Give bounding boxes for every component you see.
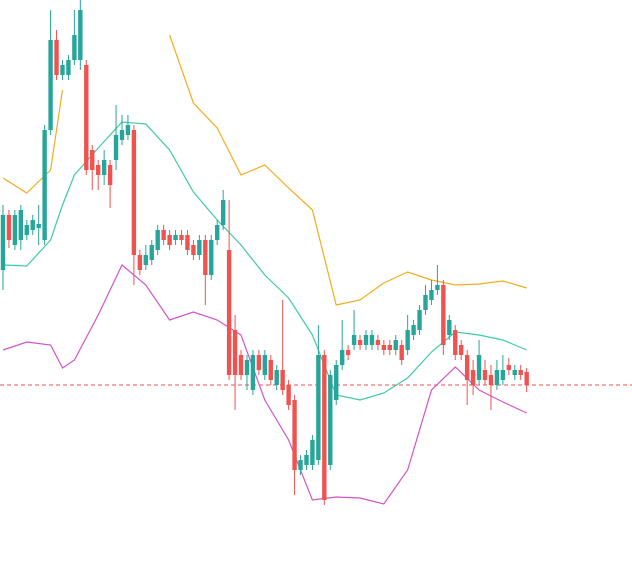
candle-body bbox=[84, 65, 89, 170]
candle-body bbox=[387, 345, 392, 350]
candle-body bbox=[48, 40, 53, 130]
candle-body bbox=[494, 370, 500, 385]
candle-body bbox=[238, 355, 244, 375]
candle-body bbox=[119, 130, 125, 140]
candle-body bbox=[262, 355, 268, 375]
band-line bbox=[2, 89, 64, 194]
candle-body bbox=[512, 370, 517, 375]
candle-body bbox=[310, 440, 315, 465]
candle-body bbox=[24, 225, 29, 235]
candle-body bbox=[66, 60, 71, 75]
candle-body bbox=[334, 365, 339, 400]
candle-body bbox=[429, 290, 434, 300]
candle-body bbox=[250, 355, 256, 390]
candle-body bbox=[280, 370, 285, 390]
candle-body bbox=[488, 375, 494, 385]
candle-body bbox=[72, 35, 77, 60]
candle-body bbox=[232, 330, 238, 375]
candle-body bbox=[316, 355, 321, 460]
candle-body bbox=[405, 330, 410, 350]
candle-body bbox=[215, 225, 220, 240]
candle-body bbox=[161, 230, 166, 240]
candle-body bbox=[155, 230, 160, 250]
candle-body bbox=[107, 165, 113, 185]
candle-body bbox=[191, 245, 196, 255]
candle-body bbox=[197, 240, 202, 255]
candle-body bbox=[345, 350, 351, 355]
candle-body bbox=[12, 215, 18, 245]
candle-body bbox=[363, 335, 369, 345]
candle-body bbox=[60, 65, 65, 75]
candle-body bbox=[482, 370, 488, 380]
candle-body bbox=[286, 385, 291, 405]
candle-body bbox=[476, 355, 482, 380]
candle-body bbox=[411, 325, 416, 335]
candle-body bbox=[506, 365, 512, 370]
candle-body bbox=[518, 370, 523, 375]
candle-body bbox=[459, 345, 464, 355]
candle-body bbox=[244, 360, 250, 375]
candle-body bbox=[90, 150, 95, 170]
candle-body bbox=[268, 360, 273, 380]
candle-body bbox=[220, 200, 226, 225]
candle-body bbox=[381, 345, 387, 350]
candle-body bbox=[292, 400, 297, 470]
candle-body bbox=[226, 250, 232, 375]
candle-body bbox=[36, 224, 41, 228]
candle-body bbox=[173, 235, 178, 240]
band-line bbox=[169, 34, 527, 306]
candle-body bbox=[464, 355, 470, 380]
candle-body bbox=[179, 235, 184, 240]
candle-body bbox=[393, 340, 398, 350]
candle-body bbox=[298, 460, 303, 470]
candle-body bbox=[441, 285, 446, 345]
candle-body bbox=[54, 40, 59, 75]
candle-body bbox=[256, 355, 262, 370]
candle-body bbox=[304, 455, 309, 465]
candle-body bbox=[101, 160, 107, 175]
candle-body bbox=[6, 215, 12, 240]
candle-body bbox=[500, 370, 506, 380]
candle-body bbox=[185, 235, 190, 250]
candle-body bbox=[137, 255, 143, 270]
candle-body bbox=[339, 350, 345, 365]
candle-body bbox=[322, 355, 327, 500]
candle-body bbox=[470, 370, 476, 385]
candle-body bbox=[113, 135, 119, 160]
candle-body bbox=[399, 345, 404, 360]
band-line bbox=[2, 121, 527, 401]
candle-body bbox=[143, 255, 149, 265]
candle-body bbox=[423, 295, 428, 310]
candle-body bbox=[447, 320, 452, 335]
candle-body bbox=[369, 335, 375, 345]
candle-body bbox=[209, 240, 214, 275]
candle-body bbox=[524, 372, 529, 385]
candle-body bbox=[375, 340, 381, 345]
candle-body bbox=[357, 340, 363, 345]
candle-body bbox=[30, 220, 35, 230]
candle-body bbox=[351, 335, 357, 345]
candle-body bbox=[167, 235, 172, 245]
candle-body bbox=[131, 130, 137, 255]
candle-body bbox=[78, 10, 83, 60]
candle-body bbox=[18, 210, 24, 240]
candle-body bbox=[125, 125, 131, 135]
candle-body bbox=[453, 330, 458, 355]
candle-body bbox=[149, 245, 154, 260]
candle-body bbox=[417, 310, 422, 330]
candle-body bbox=[0, 215, 6, 270]
candle-body bbox=[435, 285, 440, 290]
candle-body bbox=[95, 165, 101, 175]
candle-body bbox=[274, 370, 279, 385]
candle-body bbox=[328, 375, 333, 465]
candle-body bbox=[42, 130, 47, 240]
candle-body bbox=[203, 240, 208, 275]
